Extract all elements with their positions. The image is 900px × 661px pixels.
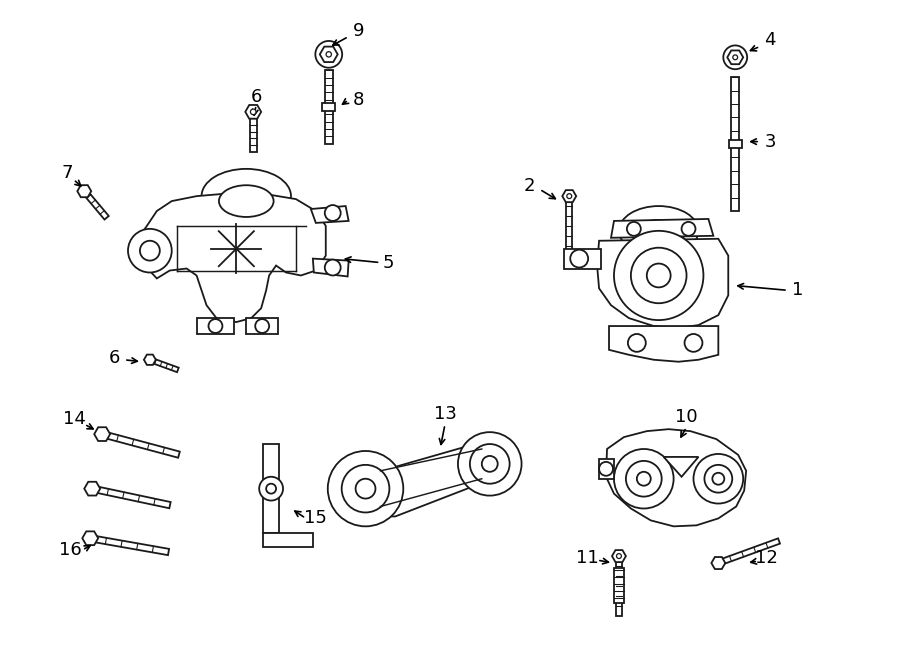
Text: 2: 2 [524, 177, 536, 195]
Text: 6: 6 [108, 349, 120, 367]
Bar [325, 70, 333, 143]
Polygon shape [310, 206, 348, 223]
Circle shape [256, 319, 269, 333]
Circle shape [733, 55, 738, 59]
Polygon shape [77, 185, 91, 197]
Bar [614, 568, 624, 603]
Circle shape [681, 222, 696, 236]
Circle shape [599, 462, 613, 476]
Circle shape [631, 248, 687, 303]
Polygon shape [85, 482, 100, 496]
Circle shape [326, 52, 331, 57]
Bar [729, 140, 742, 148]
Circle shape [482, 456, 498, 472]
Text: 13: 13 [434, 405, 456, 423]
Bar [249, 112, 256, 151]
Polygon shape [94, 427, 110, 441]
Circle shape [342, 465, 390, 512]
Bar [196, 318, 234, 334]
Text: 7: 7 [61, 165, 73, 182]
Polygon shape [711, 557, 725, 569]
Polygon shape [562, 190, 576, 202]
Polygon shape [82, 531, 98, 545]
Polygon shape [149, 358, 179, 372]
Bar [322, 103, 335, 111]
Bar [616, 556, 622, 615]
Text: 12: 12 [754, 549, 778, 567]
Polygon shape [82, 190, 109, 219]
Circle shape [627, 222, 641, 236]
Ellipse shape [219, 185, 274, 217]
Text: 11: 11 [576, 549, 598, 567]
Circle shape [209, 319, 222, 333]
Text: 6: 6 [250, 88, 262, 106]
Circle shape [614, 449, 673, 508]
Circle shape [325, 205, 341, 221]
Circle shape [626, 461, 662, 496]
Bar [566, 196, 572, 256]
Polygon shape [727, 50, 743, 64]
Polygon shape [717, 538, 780, 566]
Circle shape [637, 472, 651, 486]
Circle shape [250, 109, 256, 114]
Circle shape [705, 465, 733, 492]
Bar [247, 318, 278, 334]
Polygon shape [320, 47, 338, 62]
Circle shape [470, 444, 509, 484]
Circle shape [458, 432, 522, 496]
Polygon shape [144, 354, 156, 365]
Polygon shape [597, 239, 728, 328]
Circle shape [128, 229, 172, 272]
Circle shape [567, 194, 572, 198]
Circle shape [315, 41, 342, 67]
Polygon shape [609, 326, 718, 362]
Circle shape [713, 473, 725, 485]
Polygon shape [663, 457, 698, 477]
Polygon shape [140, 193, 326, 322]
Text: 4: 4 [764, 32, 776, 50]
Polygon shape [313, 258, 348, 276]
Circle shape [724, 46, 747, 69]
Text: 3: 3 [764, 133, 776, 151]
Text: 10: 10 [675, 408, 698, 426]
Text: 1: 1 [792, 282, 804, 299]
Polygon shape [611, 219, 714, 238]
Ellipse shape [202, 169, 291, 223]
Circle shape [325, 260, 341, 276]
Polygon shape [365, 442, 490, 516]
Circle shape [140, 241, 160, 260]
Circle shape [266, 484, 276, 494]
Circle shape [259, 477, 283, 500]
Ellipse shape [634, 220, 683, 252]
Text: 14: 14 [63, 410, 86, 428]
Polygon shape [246, 105, 261, 119]
Text: 8: 8 [353, 91, 364, 109]
Circle shape [694, 454, 743, 504]
Text: 9: 9 [353, 22, 364, 40]
Circle shape [647, 264, 670, 288]
Text: 15: 15 [304, 510, 328, 527]
Polygon shape [90, 535, 169, 555]
Polygon shape [612, 550, 625, 562]
Bar [732, 77, 739, 211]
Text: 16: 16 [59, 541, 82, 559]
Circle shape [614, 231, 704, 320]
Circle shape [616, 554, 621, 559]
Polygon shape [564, 249, 601, 268]
Circle shape [356, 479, 375, 498]
Polygon shape [102, 431, 180, 457]
Bar [263, 444, 279, 533]
Bar [263, 533, 313, 547]
Circle shape [628, 334, 646, 352]
Polygon shape [599, 459, 614, 479]
Polygon shape [92, 486, 171, 508]
Polygon shape [606, 429, 746, 526]
Circle shape [328, 451, 403, 526]
Circle shape [685, 334, 702, 352]
Text: 5: 5 [382, 254, 394, 272]
Ellipse shape [619, 206, 698, 256]
Circle shape [571, 250, 588, 268]
